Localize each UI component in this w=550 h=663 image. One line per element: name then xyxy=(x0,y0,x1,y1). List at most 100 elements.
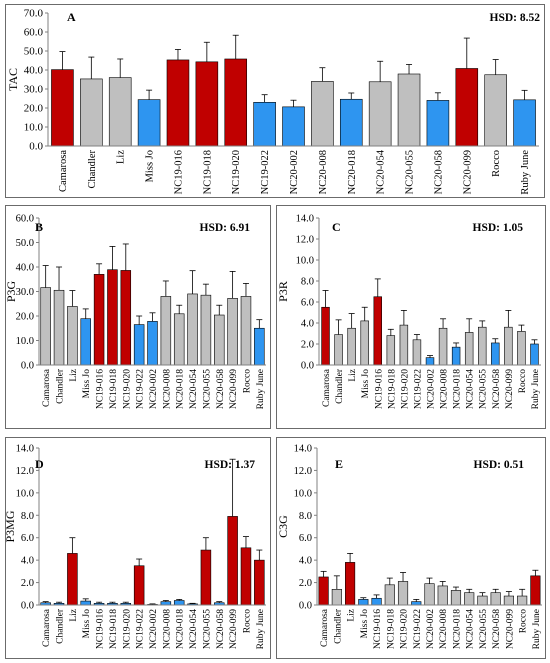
chart-d-panel-letter: D xyxy=(35,457,44,471)
chart-c-bar xyxy=(504,326,513,366)
chart-a-bar xyxy=(253,102,276,147)
chart-c-y-tick-label: 2.0 xyxy=(301,340,314,351)
chart-e-bar xyxy=(477,595,488,606)
chart-d-category-label: NC19-016 xyxy=(96,609,106,649)
chart-c-category-label: Ruby June xyxy=(531,369,541,409)
chart-b-bar xyxy=(160,296,172,366)
chart-b-hsd-label: HSD: 6.91 xyxy=(200,222,251,234)
chart-a-category-label: NC19-020 xyxy=(231,150,242,194)
chart-b-y-tick-label: 40.0 xyxy=(16,263,34,274)
chart-c-category-label: NC20-002 xyxy=(427,369,437,409)
chart-a-y-tick-label: 30.0 xyxy=(24,84,44,96)
chart-c-category-label: Miss Jo xyxy=(361,369,371,399)
chart-b-y-tick-label: 10.0 xyxy=(16,336,34,347)
chart-b-category-label: Miss Jo xyxy=(82,369,92,399)
chart-d-hsd-label: HSD: 1.37 xyxy=(205,459,256,471)
chart-d-bar xyxy=(133,565,145,606)
chart-e-y-tick-label: 10.0 xyxy=(294,488,312,499)
chart-b-y-tick-label: 60.0 xyxy=(16,214,34,225)
chart-c-bar xyxy=(464,332,474,366)
chart-a-category-label: NC20-058 xyxy=(433,150,444,194)
chart-e-category-label: NC20-055 xyxy=(479,609,489,649)
chart-c-category-label: NC19-022 xyxy=(413,369,423,409)
chart-a-bar xyxy=(339,98,363,147)
chart-c-bar xyxy=(517,331,526,366)
chart-d-y-tick-label: 0.0 xyxy=(21,601,34,612)
chart-panel-b: 0.0 10.0 20.0 30.0 40.0 50.0 60.0 P3G Camarosa Ch… xyxy=(5,205,271,429)
chart-a-bar xyxy=(224,58,248,147)
chart-a-bar xyxy=(108,77,132,147)
chart-d-bar xyxy=(80,600,91,606)
chart-e-bar xyxy=(384,584,395,606)
chart-d-category-label: NC19-022 xyxy=(136,609,146,649)
chart-c-bar xyxy=(530,343,539,366)
chart-d-bar xyxy=(200,549,212,606)
chart-d-bar xyxy=(160,601,172,606)
chart-b-category-label: Rocco xyxy=(242,369,252,394)
chart-b-svg: 0.0 10.0 20.0 30.0 40.0 50.0 60.0 P3G Camarosa Ch… xyxy=(6,214,266,409)
chart-c-y-tick-label: 14.0 xyxy=(296,214,314,225)
chart-e-bar xyxy=(490,592,501,606)
chart-e-category-label: Miss Jo xyxy=(360,609,370,639)
chart-b-category-label: Chandler xyxy=(56,368,66,404)
chart-c-bar xyxy=(478,326,487,366)
chart-c-bar xyxy=(425,357,435,366)
chart-d-category-label: NC20-055 xyxy=(202,609,212,649)
chart-c-category-label: Chandler xyxy=(335,368,345,404)
chart-b-category-label: NC20-054 xyxy=(189,369,199,409)
chart-a-y-tick-label: 20.0 xyxy=(24,103,44,115)
chart-a-panel-letter: A xyxy=(67,10,76,24)
chart-c-y-tick-label: 0.0 xyxy=(301,361,314,372)
chart-c-bar xyxy=(386,335,396,366)
chart-a-category-label: NC20-099 xyxy=(462,150,473,194)
chart-c-bar xyxy=(360,320,369,366)
chart-b-category-label: NC20-002 xyxy=(149,369,159,409)
chart-e-category-label: Camarosa xyxy=(320,608,330,647)
chart-c-bar xyxy=(347,327,356,366)
chart-e-category-label: Chandler xyxy=(333,608,343,644)
chart-b-y-tick-label: 30.0 xyxy=(16,287,34,298)
chart-a-bar xyxy=(282,106,305,147)
chart-b-y-tick-label: 20.0 xyxy=(16,312,34,323)
chart-a-category-label: Camarosa xyxy=(58,150,69,192)
chart-d-category-label: NC20-018 xyxy=(176,609,186,649)
chart-c-bar xyxy=(373,296,382,366)
chart-a-y-tick-label: 0.0 xyxy=(29,141,43,153)
chart-e-y-tick-label: 14.0 xyxy=(294,444,312,455)
chart-e-bar xyxy=(450,590,462,606)
chart-d-bar xyxy=(173,600,185,606)
chart-d-category-label: NC20-099 xyxy=(229,609,239,649)
chart-a-y-tick-label: 60.0 xyxy=(24,27,44,39)
chart-d-category-label: Miss Jo xyxy=(82,609,92,639)
chart-c-svg: 0.0 2.0 4.0 6.0 8.0 10.0 12.0 14.0 P3R Camarosa Ch… xyxy=(277,214,541,409)
chart-e-category-label: NC19-020 xyxy=(400,609,410,649)
chart-b-bar xyxy=(80,318,91,366)
chart-b-category-label: Liz xyxy=(69,369,79,382)
chart-a-category-label: Chandler xyxy=(87,150,98,189)
chart-d-y-tick-label: 10.0 xyxy=(16,488,34,499)
chart-c-category-label: NC19-018 xyxy=(387,369,397,409)
chart-a-bar xyxy=(195,61,219,147)
chart-b-bar xyxy=(93,274,105,366)
chart-e-bar xyxy=(318,576,329,606)
chart-b-category-label: NC20-055 xyxy=(202,369,212,409)
chart-c-y-tick-label: 8.0 xyxy=(301,277,314,288)
chart-a-category-label: NC19-022 xyxy=(260,150,271,194)
chart-b-bar xyxy=(227,298,238,366)
chart-a-bar xyxy=(137,99,161,147)
chart-c-category-label: Rocco xyxy=(518,369,528,394)
chart-b-category-label: Camarosa xyxy=(42,368,52,407)
chart-e-category-label: NC20-099 xyxy=(505,609,515,649)
chart-a-category-label: NC20-002 xyxy=(289,150,300,194)
chart-a-svg: 0.0 10.0 20.0 30.0 40.0 50.0 60.0 70.0 TAC Camaro… xyxy=(6,8,541,195)
chart-e-bar xyxy=(371,597,382,606)
chart-b-category-label: NC20-008 xyxy=(162,369,172,409)
chart-a-y-axis-title: TAC xyxy=(6,68,20,91)
chart-a-hsd-label: HSD: 8.52 xyxy=(490,12,541,24)
chart-e-y-tick-label: 0.0 xyxy=(299,601,312,612)
chart-d-category-label: NC19-020 xyxy=(122,609,132,649)
chart-e-bar xyxy=(517,595,528,606)
chart-a-category-label: NC20-008 xyxy=(318,150,329,194)
chart-c-category-label: Liz xyxy=(348,369,358,382)
chart-a-category-label: NC19-016 xyxy=(173,150,184,194)
